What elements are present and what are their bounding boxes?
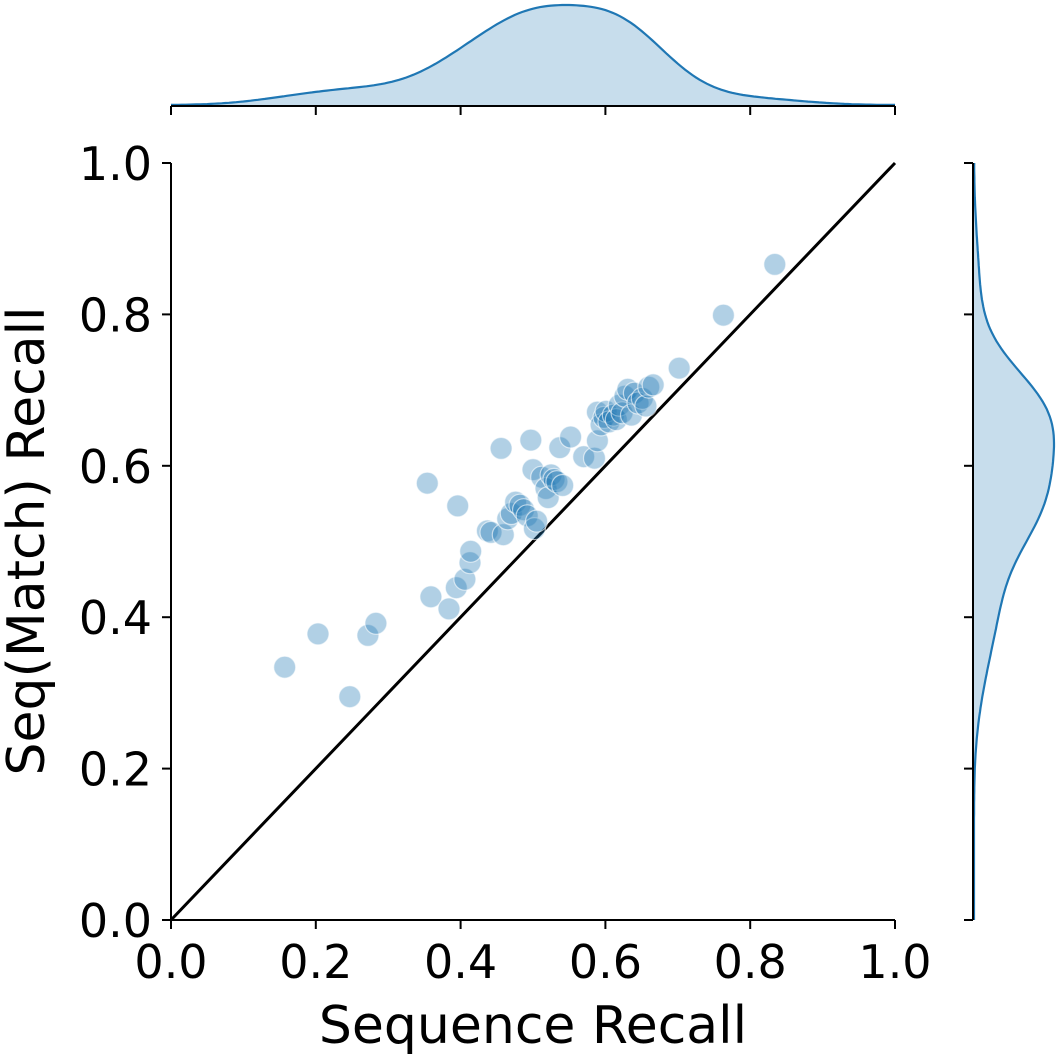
y-tick-label: 0.8 bbox=[79, 288, 152, 342]
scatter-plot-area: 0.0 0.2 0.4 0.6 0.8 1.0 0.0 0.2 0.4 0.6 0.8 1.0 bbox=[79, 137, 932, 989]
data-point bbox=[338, 685, 362, 709]
data-point bbox=[519, 428, 543, 452]
right-kde-fill bbox=[974, 163, 1054, 920]
data-point bbox=[489, 436, 513, 460]
data-point bbox=[763, 252, 787, 276]
y-axis-ticks: 0.0 0.2 0.4 0.6 0.8 1.0 bbox=[79, 137, 171, 948]
data-point bbox=[711, 303, 736, 327]
x-axis-ticks: 0.0 0.2 0.4 0.6 0.8 1.0 bbox=[134, 920, 932, 989]
top-marginal-kde bbox=[170, 3, 896, 115]
data-point bbox=[356, 623, 380, 648]
data-point bbox=[364, 611, 388, 635]
data-point bbox=[415, 471, 439, 495]
data-point bbox=[551, 473, 575, 498]
data-point bbox=[306, 622, 330, 646]
data-point bbox=[524, 509, 549, 533]
x-tick-label: 1.0 bbox=[858, 935, 931, 989]
y-tick-label: 1.0 bbox=[79, 137, 152, 191]
x-tick-label: 0.0 bbox=[134, 935, 207, 989]
top-kde-line bbox=[170, 3, 895, 106]
right-marginal-kde bbox=[964, 162, 1056, 921]
data-point bbox=[273, 655, 297, 679]
right-kde-line bbox=[972, 163, 1056, 920]
y-tick-label: 0.0 bbox=[79, 894, 152, 948]
data-point bbox=[582, 446, 607, 470]
x-tick-label: 0.6 bbox=[569, 935, 642, 989]
data-point bbox=[444, 576, 468, 600]
x-tick-label: 0.4 bbox=[424, 935, 497, 989]
right-marginal-ticks bbox=[964, 162, 973, 921]
x-tick-label: 0.2 bbox=[279, 935, 352, 989]
y-tick-label: 0.6 bbox=[79, 440, 152, 494]
data-point bbox=[634, 394, 658, 418]
data-point bbox=[637, 375, 661, 399]
top-kde-fill bbox=[171, 5, 895, 105]
y-tick-label: 0.2 bbox=[79, 743, 152, 797]
data-point bbox=[667, 356, 691, 380]
data-point bbox=[446, 494, 470, 518]
diagonal-reference-line bbox=[169, 161, 897, 922]
scatter-points bbox=[273, 252, 787, 709]
y-axis-label: Seq(Match) Recall bbox=[0, 307, 57, 776]
x-axis-label: Sequence Recall bbox=[319, 996, 747, 1056]
y-tick-label: 0.4 bbox=[79, 591, 152, 645]
data-point bbox=[558, 425, 583, 449]
x-tick-label: 0.8 bbox=[714, 935, 787, 989]
data-point bbox=[641, 373, 665, 397]
data-point bbox=[437, 597, 461, 621]
top-marginal-ticks bbox=[170, 106, 896, 115]
data-point bbox=[419, 585, 443, 609]
data-point bbox=[459, 539, 483, 563]
data-point bbox=[479, 520, 503, 545]
